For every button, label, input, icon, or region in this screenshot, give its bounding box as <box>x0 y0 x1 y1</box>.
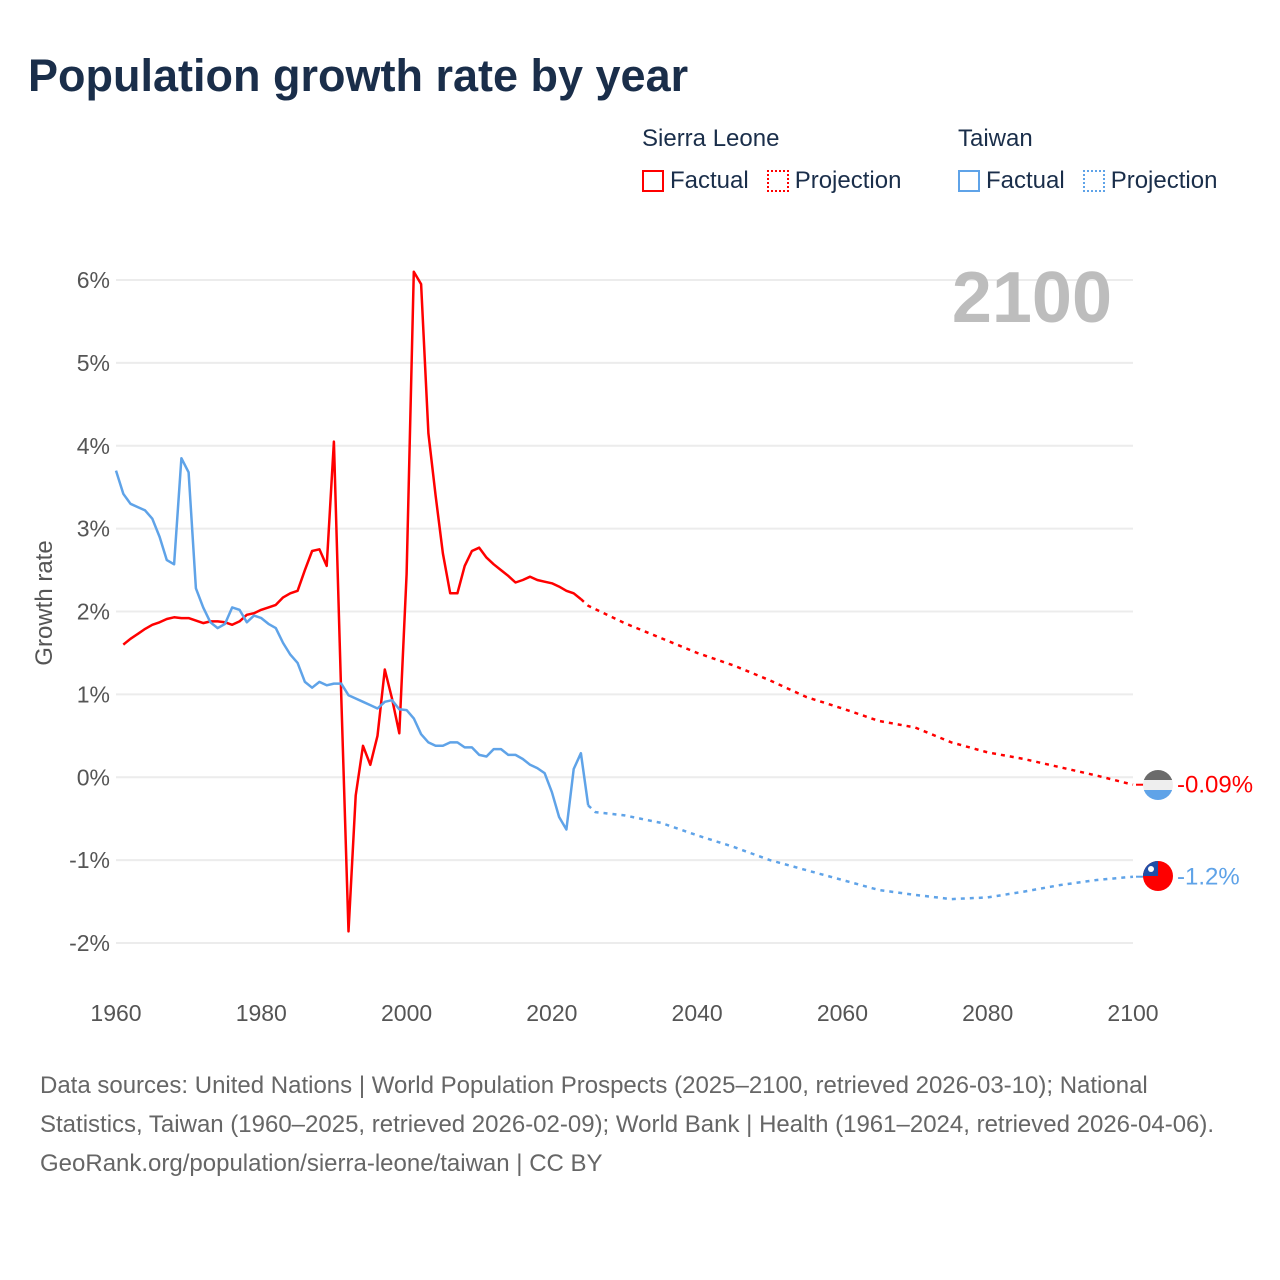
x-tick-label: 2080 <box>962 1000 1013 1026</box>
legend-sierra-leone: Sierra Leone Factual Projection <box>642 125 901 195</box>
x-tick-label: 1960 <box>90 1000 141 1026</box>
sierra-leone-projection-line <box>580 598 1134 786</box>
end-value-label: -1.2% <box>1177 864 1240 891</box>
x-tick-label: 2040 <box>672 1000 723 1026</box>
legend-item-factual[interactable]: Factual <box>642 167 749 195</box>
legend-label: Factual <box>986 167 1065 194</box>
taiwan-factual-line <box>114 456 590 831</box>
legend-group-label: Sierra Leone <box>642 125 780 152</box>
legend-label: Projection <box>794 167 902 194</box>
x-tick-label: 2000 <box>381 1000 432 1026</box>
legend-swatch-dotted <box>766 170 789 192</box>
legend-group-label: Taiwan <box>958 125 1033 152</box>
x-tick-label: 1980 <box>236 1000 287 1026</box>
y-tick-label: 2% <box>77 599 110 625</box>
legend-item-projection[interactable]: Projection <box>766 167 902 195</box>
y-tick-label: 0% <box>77 764 110 790</box>
x-tick-label: 2020 <box>526 1000 577 1026</box>
legend-item-factual[interactable]: Factual <box>958 167 1065 195</box>
y-tick-label: 5% <box>77 350 110 376</box>
legend-swatch-solid <box>958 170 980 192</box>
credit-link[interactable]: GeoRank.org/population/sierra-leone/taiw… <box>40 1150 603 1177</box>
chart-title: Population growth rate by year <box>28 50 689 101</box>
y-tick-label: -1% <box>69 847 110 873</box>
x-tick-label: 2060 <box>817 1000 868 1026</box>
end-value-label: -0.09% <box>1177 772 1253 799</box>
y-tick-label: 4% <box>77 433 110 459</box>
x-tick-label: 2100 <box>1107 1000 1158 1026</box>
sierra-leone-flag-icon <box>1143 770 1173 800</box>
data-sources: Data sources: United Nations | World Pop… <box>40 1072 1215 1138</box>
y-tick-label: 3% <box>77 516 110 542</box>
legend-label: Projection <box>1110 167 1218 194</box>
y-tick-label: -2% <box>69 930 110 956</box>
y-tick-label: 6% <box>77 267 110 293</box>
footer: Data sources: United Nations | World Pop… <box>40 1066 1250 1183</box>
y-tick-label: 1% <box>77 681 110 707</box>
y-axis-label: Growth rate <box>31 540 58 665</box>
year-label: 2100 <box>952 258 1112 338</box>
legend-taiwan: Taiwan Factual Projection <box>958 125 1217 195</box>
sierra-leone-factual-line <box>122 270 582 933</box>
legend-label: Factual <box>670 167 749 194</box>
taiwan-flag-icon <box>1143 861 1173 891</box>
legend-item-projection[interactable]: Projection <box>1082 167 1218 195</box>
taiwan-projection-line <box>587 804 1134 901</box>
legend-swatch-solid <box>642 170 664 192</box>
legend-swatch-dotted <box>1082 170 1105 192</box>
